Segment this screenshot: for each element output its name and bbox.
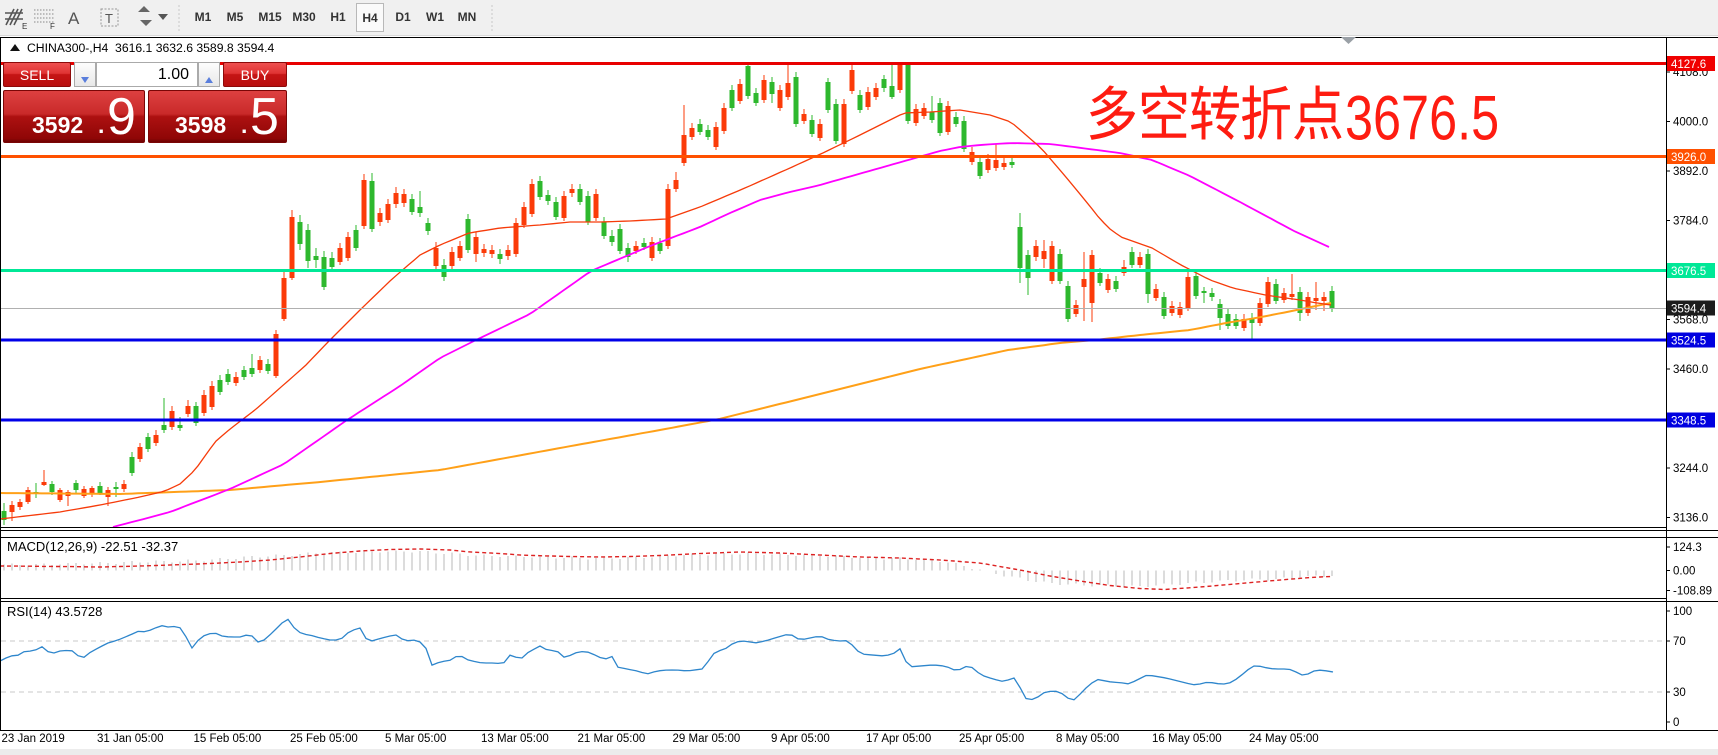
svg-text:3244.0: 3244.0: [1673, 463, 1708, 475]
svg-text:3676.5: 3676.5: [1345, 83, 1499, 154]
svg-text:F: F: [50, 22, 55, 31]
svg-text:3784.0: 3784.0: [1673, 216, 1708, 228]
svg-text:23 Jan 2019: 23 Jan 2019: [2, 733, 65, 745]
svg-text:4000.0: 4000.0: [1673, 117, 1708, 129]
svg-text:25 Apr 05:00: 25 Apr 05:00: [959, 733, 1024, 745]
svg-text:4127.6: 4127.6: [1671, 59, 1706, 71]
svg-text:24 May 05:00: 24 May 05:00: [1249, 733, 1319, 745]
svg-text:31 Jan 05:00: 31 Jan 05:00: [97, 733, 164, 745]
svg-text:RSI(14) 43.5728: RSI(14) 43.5728: [7, 604, 102, 619]
svg-text:30: 30: [1673, 687, 1686, 699]
svg-text:16 May 05:00: 16 May 05:00: [1152, 733, 1222, 745]
svg-text:3926.0: 3926.0: [1671, 152, 1706, 164]
svg-text:29 Mar 05:00: 29 Mar 05:00: [673, 733, 741, 745]
svg-text:13 Mar 05:00: 13 Mar 05:00: [481, 733, 549, 745]
svg-text:5 Mar 05:00: 5 Mar 05:00: [385, 733, 446, 745]
svg-text:T: T: [105, 11, 113, 26]
svg-text:A: A: [68, 9, 80, 28]
svg-text:0: 0: [1673, 717, 1679, 729]
svg-text:3460.0: 3460.0: [1673, 364, 1708, 376]
svg-text:3594.4: 3594.4: [1671, 304, 1707, 316]
svg-text:25 Feb 05:00: 25 Feb 05:00: [290, 733, 358, 745]
svg-text:MACD(12,26,9) -22.51 -32.37: MACD(12,26,9) -22.51 -32.37: [7, 539, 178, 554]
svg-text:15 Feb 05:00: 15 Feb 05:00: [194, 733, 262, 745]
svg-text:8 May 05:00: 8 May 05:00: [1056, 733, 1119, 745]
svg-text:3892.0: 3892.0: [1673, 166, 1708, 178]
svg-text:124.3: 124.3: [1673, 542, 1702, 554]
svg-text:21 Mar 05:00: 21 Mar 05:00: [578, 733, 646, 745]
svg-text:100: 100: [1673, 606, 1692, 618]
svg-text:70: 70: [1673, 636, 1686, 648]
svg-text:0.00: 0.00: [1673, 566, 1695, 578]
svg-text:3136.0: 3136.0: [1673, 513, 1708, 525]
svg-text:3568.0: 3568.0: [1673, 315, 1708, 327]
svg-text:CHINA300-,H4 3616.1 3632.6 35: CHINA300-,H4 3616.1 3632.6 3589.8 3594.4: [27, 41, 275, 55]
svg-text:3524.5: 3524.5: [1671, 336, 1706, 348]
svg-text:E: E: [22, 22, 27, 31]
svg-text:17 Apr 05:00: 17 Apr 05:00: [866, 733, 931, 745]
svg-text:-108.89: -108.89: [1673, 586, 1712, 598]
svg-text:3348.5: 3348.5: [1671, 416, 1706, 428]
svg-text:3676.5: 3676.5: [1671, 266, 1706, 278]
svg-text:9 Apr 05:00: 9 Apr 05:00: [771, 733, 830, 745]
